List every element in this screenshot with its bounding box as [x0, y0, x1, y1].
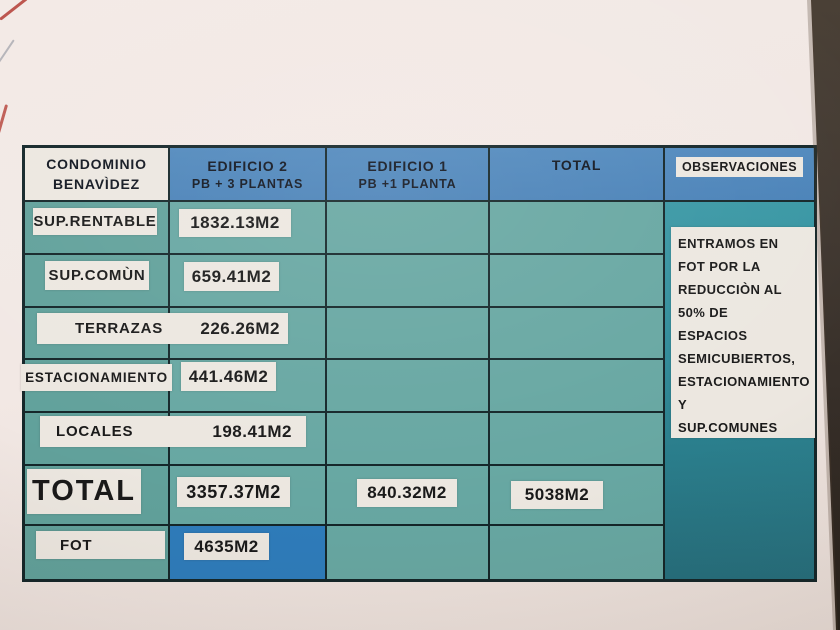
row-strip-fot: FOT: [36, 531, 165, 559]
row-label-total: TOTAL: [27, 469, 141, 514]
value-total-sum: 5038M2: [511, 481, 603, 509]
observaciones-header-label: OBSERVACIONES: [675, 157, 804, 177]
value-fot-edificio2: 4635M2: [184, 533, 269, 560]
observations-note: ENTRAMOS EN FOT POR LA REDUCCIÒN AL 50% …: [671, 227, 815, 438]
value-total-edificio2: 3357.37M2: [177, 477, 290, 507]
row-label-estacionamiento: ESTACIONAMIENTO: [21, 364, 172, 391]
row-label-terrazas: TERRAZAS: [75, 320, 164, 337]
red-pen-mark-left: [0, 104, 9, 134]
cell-sup-comun-edificio1: [327, 255, 488, 306]
row-strip-locales: LOCALES 198.41M2: [40, 416, 306, 447]
value-sup-rentable-edificio2: 1832.13M2: [179, 209, 291, 237]
cell-estacionamiento-total: [490, 360, 663, 411]
cell-fot-total: [490, 526, 663, 579]
pencil-mark: [0, 39, 15, 79]
row-label-sup-rentable: SUP.RENTABLE: [33, 208, 157, 235]
header-cell-edificio2: EDIFICIO 2 PB + 3 PLANTAS: [170, 148, 325, 200]
cell-sup-comun-total: [490, 255, 663, 306]
red-pen-mark-top: [0, 0, 28, 21]
value-total-edificio1: 840.32M2: [357, 479, 457, 507]
header-cell-edificio1: EDIFICIO 1 PB +1 PLANTA: [327, 148, 488, 200]
cell-terrazas-total: [490, 308, 663, 358]
value-locales-edificio2: 198.41M2: [212, 421, 292, 441]
header-cell-observaciones: OBSERVACIONES: [665, 148, 814, 200]
header-cell-total: TOTAL: [490, 148, 663, 200]
row-label-locales: LOCALES: [56, 423, 134, 440]
cell-estacionamiento-edificio1: [327, 360, 488, 411]
cell-locales-total: [490, 413, 663, 464]
value-estacionamiento-edificio2: 441.46M2: [181, 362, 276, 391]
cell-sup-rentable-total: [490, 202, 663, 253]
cell-locales-edificio1: [327, 413, 488, 464]
row-label-sup-comun: SUP.COMÙN: [45, 261, 149, 290]
cell-sup-rentable-edificio1: [327, 202, 488, 253]
row-strip-terrazas: TERRAZAS 226.26M2: [37, 313, 288, 344]
condominio-title-line1: CONDOMINIO: [46, 156, 147, 172]
value-terrazas-edificio2: 226.26M2: [200, 318, 280, 338]
header-cell-condominio: CONDOMINIO BENAVÌDEZ: [25, 148, 168, 200]
cell-terrazas-edificio1: [327, 308, 488, 358]
row-label-fot: FOT: [60, 536, 93, 554]
edificio1-header-line2: PB +1 PLANTA: [358, 176, 457, 191]
edificio2-header-line2: PB + 3 PLANTAS: [191, 176, 304, 191]
edificio1-header-line1: EDIFICIO 1: [367, 157, 448, 174]
edificio2-header-line1: EDIFICIO 2: [207, 157, 288, 174]
total-header-label: TOTAL: [551, 157, 602, 173]
condominio-title-line2: BENAVÌDEZ: [52, 176, 141, 192]
value-sup-comun-edificio2: 659.41M2: [184, 262, 279, 291]
cell-fot-edificio1: [327, 526, 488, 579]
